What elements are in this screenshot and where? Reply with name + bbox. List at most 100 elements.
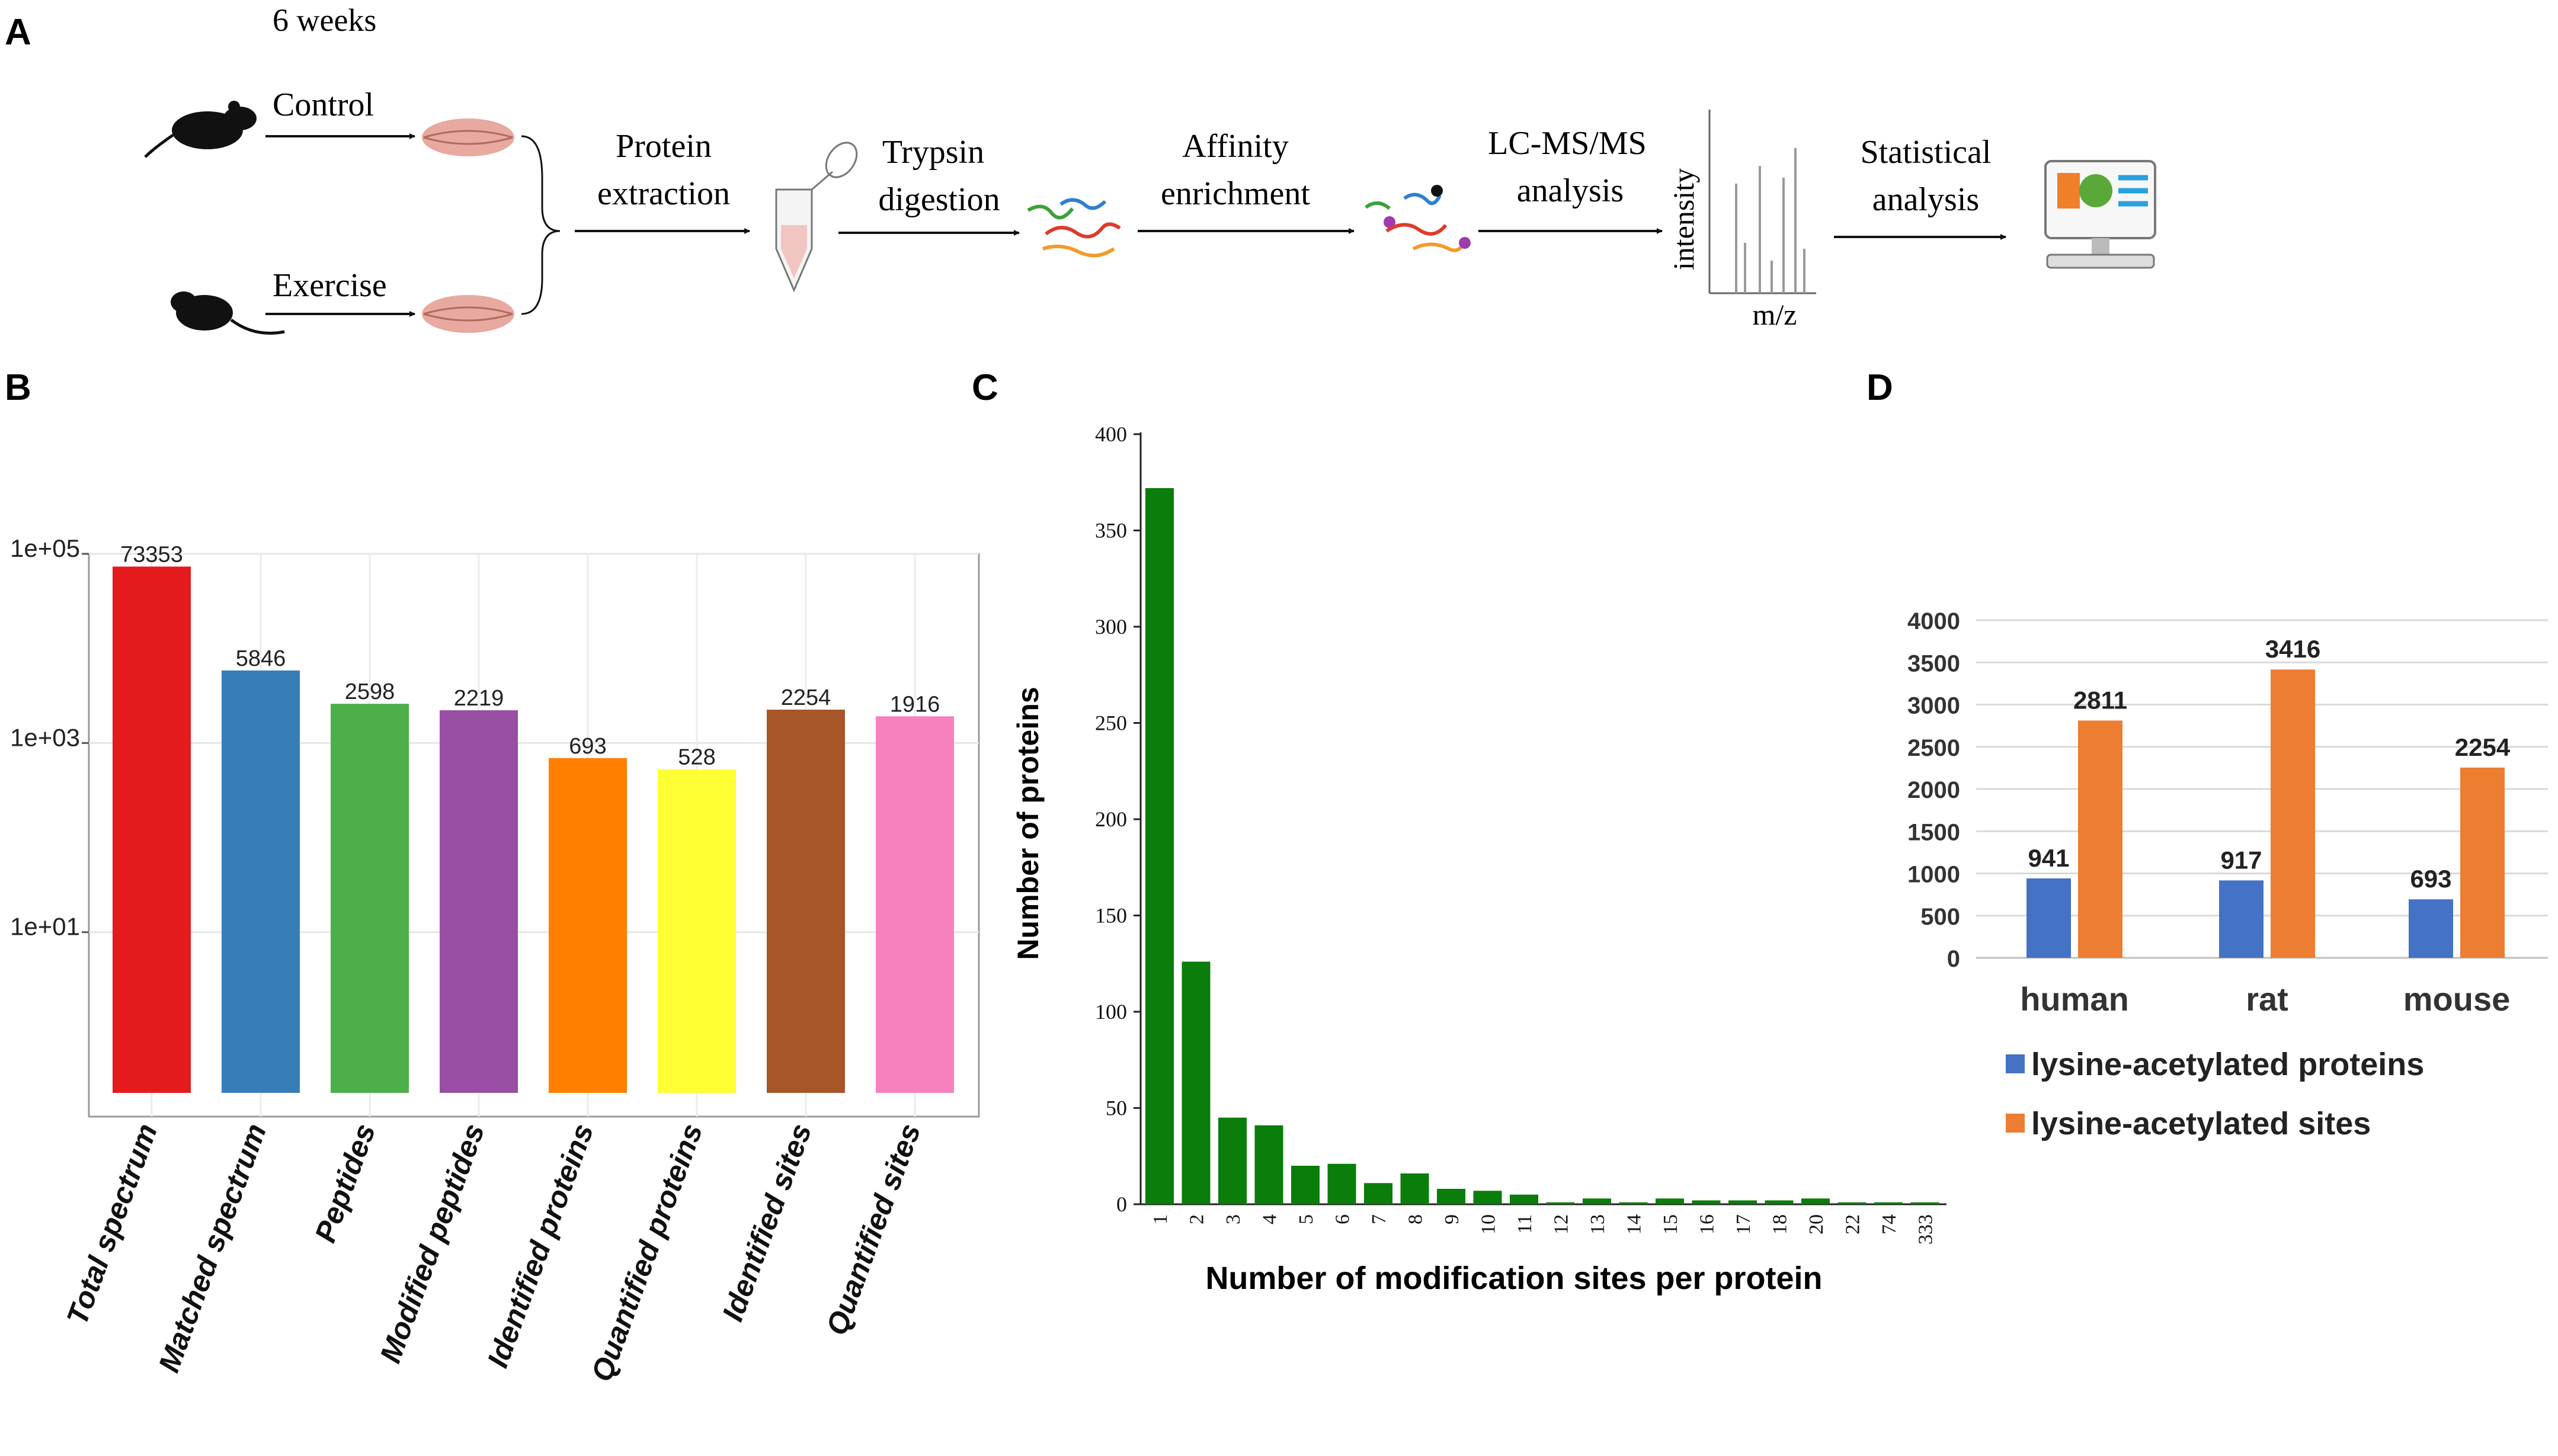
d-y-tick-label: 500: [1920, 904, 1960, 930]
b-bar: [113, 566, 191, 1093]
c-bar: [1291, 1166, 1320, 1204]
merge-bracket: [521, 135, 561, 315]
b-value-label: 2219: [454, 686, 504, 711]
control-muscle-icon: [422, 118, 514, 156]
c-bar: [1801, 1198, 1830, 1204]
c-bar: [1874, 1202, 1903, 1204]
c-category-label: 11: [1514, 1214, 1536, 1234]
d-legend: lysine-acetylated proteins lysine-acetyl…: [2006, 1047, 2424, 1141]
lcms-label-1: LC-MS/MS: [1488, 125, 1647, 162]
d-y-tick-label: 2500: [1907, 735, 1960, 761]
trypsin-label-2: digestion: [878, 181, 1000, 218]
d-value-labels: 941 2811 917 3416 693 2254: [2028, 635, 2510, 893]
c-y-tick-label: 350: [1095, 519, 1127, 543]
statistical-label-2: analysis: [1872, 181, 1979, 218]
affinity-label-1: Affinity: [1182, 128, 1288, 165]
b-value-label: 5846: [236, 646, 286, 671]
c-y-tick-label: 200: [1095, 807, 1127, 831]
spectrum-ylabel: intensity: [1667, 168, 1700, 270]
c-y-axis: 0 50 100 150 200 250 300 350 400: [1095, 422, 1141, 1216]
c-category-label: 6: [1332, 1214, 1354, 1224]
c-category-label: 10: [1478, 1214, 1500, 1234]
d-value-label: 941: [2028, 844, 2069, 872]
c-category-label: 22: [1842, 1214, 1864, 1234]
b-bar: [658, 769, 736, 1093]
protein-label-1: Protein: [616, 128, 712, 165]
b-category-label: Modified peptides: [373, 1120, 491, 1368]
d-bar-proteins: [2026, 878, 2071, 958]
c-category-label: 1: [1150, 1214, 1171, 1224]
c-category-label: 15: [1660, 1214, 1682, 1234]
b-value-label: 73353: [120, 542, 183, 567]
b-y-axis: 1e+01 1e+03 1e+05: [10, 534, 89, 941]
c-category-label: 8: [1405, 1214, 1427, 1224]
c-y-tick-label: 100: [1095, 1000, 1127, 1024]
d-y-tick-label: 3000: [1907, 693, 1960, 719]
c-category-label: 16: [1696, 1214, 1718, 1234]
d-bar-proteins: [2219, 880, 2264, 958]
b-category-label: Matched spectrum: [152, 1120, 273, 1377]
c-category-label: 13: [1587, 1214, 1609, 1234]
lcms-label-2: analysis: [1517, 172, 1624, 209]
d-y-tick-label: 0: [1947, 946, 1960, 972]
c-bar: [1619, 1202, 1648, 1204]
c-category-label: 5: [1295, 1214, 1317, 1224]
c-category-label: 7: [1368, 1214, 1390, 1224]
b-value-label: 1916: [890, 692, 940, 717]
c-bar: [1218, 1117, 1247, 1204]
enriched-peptides-icon: [1365, 185, 1471, 252]
c-bar: [1656, 1198, 1684, 1204]
protein-label-2: extraction: [597, 175, 730, 212]
c-bar: [1145, 488, 1174, 1204]
panel-d: D 0 500 1000 1500 2000 2500 3000 3500 4000 941 28…: [1867, 367, 2548, 1141]
c-bar: [1473, 1191, 1502, 1204]
b-bar: [767, 709, 845, 1093]
c-category-label: 74: [1878, 1214, 1900, 1234]
d-category-label: mouse: [2403, 980, 2511, 1018]
c-y-tick-label: 0: [1116, 1192, 1127, 1216]
c-category-label: 14: [1624, 1214, 1645, 1234]
c-bar: [1327, 1163, 1356, 1204]
statistical-label-1: Statistical: [1861, 134, 1992, 171]
panel-label-c: C: [972, 367, 998, 408]
c-category-label: 2: [1186, 1214, 1208, 1224]
d-category-labels: human rat mouse: [2020, 980, 2510, 1018]
panel-a: A 6 weeks Control Exercise Protei: [5, 2, 2156, 335]
d-value-label: 693: [2410, 865, 2451, 893]
b-category-label: Total spectrum: [60, 1120, 164, 1329]
b-category-label: Quantified sites: [819, 1120, 927, 1340]
b-bar: [331, 704, 409, 1093]
b-category-label: Identified sites: [716, 1120, 818, 1326]
exercise-label: Exercise: [273, 267, 387, 304]
c-y-tick-label: 300: [1095, 615, 1127, 639]
b-bar: [222, 670, 300, 1093]
b-y-tick-label: 1e+01: [10, 913, 80, 941]
d-y-tick-label: 1000: [1907, 862, 1960, 888]
c-category-label: 18: [1769, 1214, 1791, 1234]
panel-label-a: A: [5, 12, 31, 53]
b-bar: [440, 710, 518, 1093]
b-category-label: Identified proteins: [481, 1120, 600, 1372]
b-value-label: 2254: [781, 685, 831, 710]
exercise-mouse-icon: [171, 291, 285, 335]
d-y-tick-label: 2000: [1907, 777, 1960, 803]
d-y-tick-label: 1500: [1907, 819, 1960, 845]
b-bar: [549, 758, 627, 1093]
d-y-tick-label: 3500: [1907, 650, 1960, 676]
d-category-label: human: [2020, 980, 2129, 1018]
legend-label-proteins: lysine-acetylated proteins: [2031, 1047, 2424, 1082]
d-value-label: 3416: [2265, 635, 2320, 663]
c-category-label: 20: [1805, 1214, 1827, 1234]
b-value-label: 693: [569, 734, 606, 759]
c-bar: [1254, 1125, 1283, 1204]
b-category-label: Peptides: [308, 1120, 382, 1247]
d-gridlines: [1976, 619, 2548, 959]
spectrum-xlabel: m/z: [1753, 298, 1797, 331]
d-bar-sites: [2460, 767, 2505, 958]
c-bar: [1837, 1202, 1867, 1204]
exercise-muscle-icon: [422, 295, 514, 333]
peptide-fragments-icon: [1027, 198, 1121, 258]
c-bar: [1182, 961, 1211, 1204]
